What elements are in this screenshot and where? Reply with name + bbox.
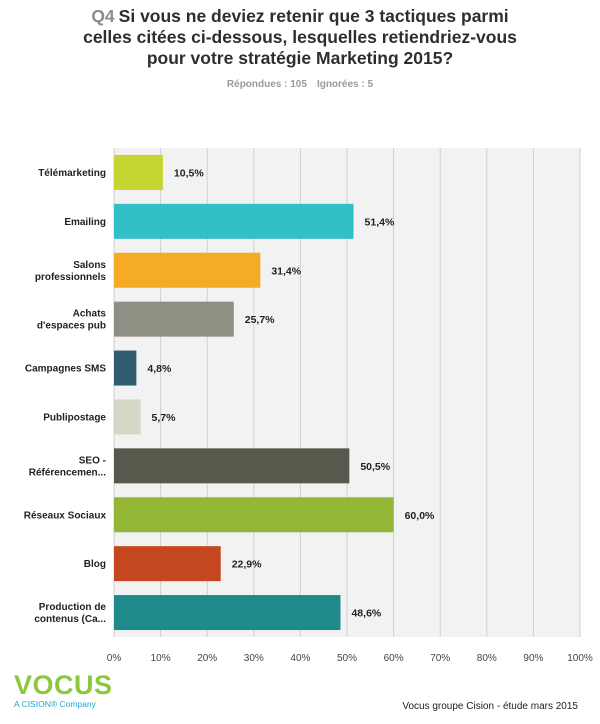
- x-tick-label: 30%: [244, 653, 264, 664]
- data-label: 31,4%: [271, 265, 301, 277]
- x-tick-label: 70%: [430, 653, 450, 664]
- skipped-count: Ignorées : 5: [316, 79, 374, 90]
- chart-header: Q4 Si vous ne deviez retenir que 3 tactiq…: [0, 6, 600, 90]
- answered-count: Répondues : 105: [226, 79, 307, 90]
- category-label: Réseaux Sociaux: [24, 510, 107, 521]
- bar: [114, 350, 137, 386]
- category-label: Emailing: [64, 217, 106, 228]
- x-tick-label: 80%: [477, 653, 497, 664]
- category-label: contenus (Ca...: [34, 614, 106, 625]
- question-number: Q4: [91, 6, 115, 26]
- x-tick-label: 100%: [567, 653, 593, 664]
- category-label: Publipostage: [43, 412, 106, 423]
- source-note: Vocus groupe Cision - étude mars 2015: [402, 701, 578, 712]
- x-tick-label: 0%: [107, 653, 122, 664]
- category-label: professionnels: [35, 272, 107, 283]
- data-label: 5,7%: [152, 412, 177, 424]
- data-label: 25,7%: [245, 314, 275, 326]
- category-label: d'espaces pub: [37, 321, 106, 332]
- bar: [114, 252, 261, 288]
- bar: [114, 448, 350, 484]
- x-tick-label: 50%: [337, 653, 357, 664]
- bar: [114, 203, 354, 239]
- x-tick-label: 90%: [523, 653, 543, 664]
- category-label: SEO -: [79, 455, 106, 466]
- bar: [114, 546, 221, 582]
- logo-tagline: A CISION® Company: [14, 699, 96, 709]
- data-label: 4,8%: [147, 363, 172, 375]
- bar: [114, 154, 163, 190]
- category-label: Production de: [39, 602, 107, 613]
- bar: [114, 399, 141, 435]
- bar: [114, 497, 394, 533]
- bar: [114, 595, 341, 631]
- x-tick-label: 60%: [384, 653, 404, 664]
- x-tick-label: 20%: [197, 653, 217, 664]
- question-text: Si vous ne deviez retenir que 3 tactique…: [83, 6, 517, 68]
- data-label: 50,5%: [360, 461, 390, 473]
- category-label: Salons: [73, 260, 106, 271]
- response-stats: Répondues : 105 Ignorées : 5: [0, 79, 600, 90]
- bar: [114, 301, 234, 337]
- category-label: Campagnes SMS: [25, 364, 106, 375]
- data-label: 22,9%: [232, 559, 262, 571]
- data-label: 51,4%: [365, 216, 395, 228]
- category-label: Référencemen...: [29, 467, 106, 478]
- data-label: 60,0%: [405, 510, 435, 522]
- data-label: 10,5%: [174, 167, 204, 179]
- data-label: 48,6%: [351, 608, 381, 620]
- logo-wordmark: VOCUS: [14, 670, 113, 700]
- category-label: Achats: [73, 309, 107, 320]
- chart-title: Q4 Si vous ne deviez retenir que 3 tactiq…: [65, 6, 535, 69]
- x-tick-label: 10%: [151, 653, 171, 664]
- x-tick-label: 40%: [290, 653, 310, 664]
- category-label: Télémarketing: [38, 168, 106, 179]
- category-label: Blog: [84, 559, 106, 570]
- vocus-logo: VOCUS A CISION® Company: [14, 670, 113, 710]
